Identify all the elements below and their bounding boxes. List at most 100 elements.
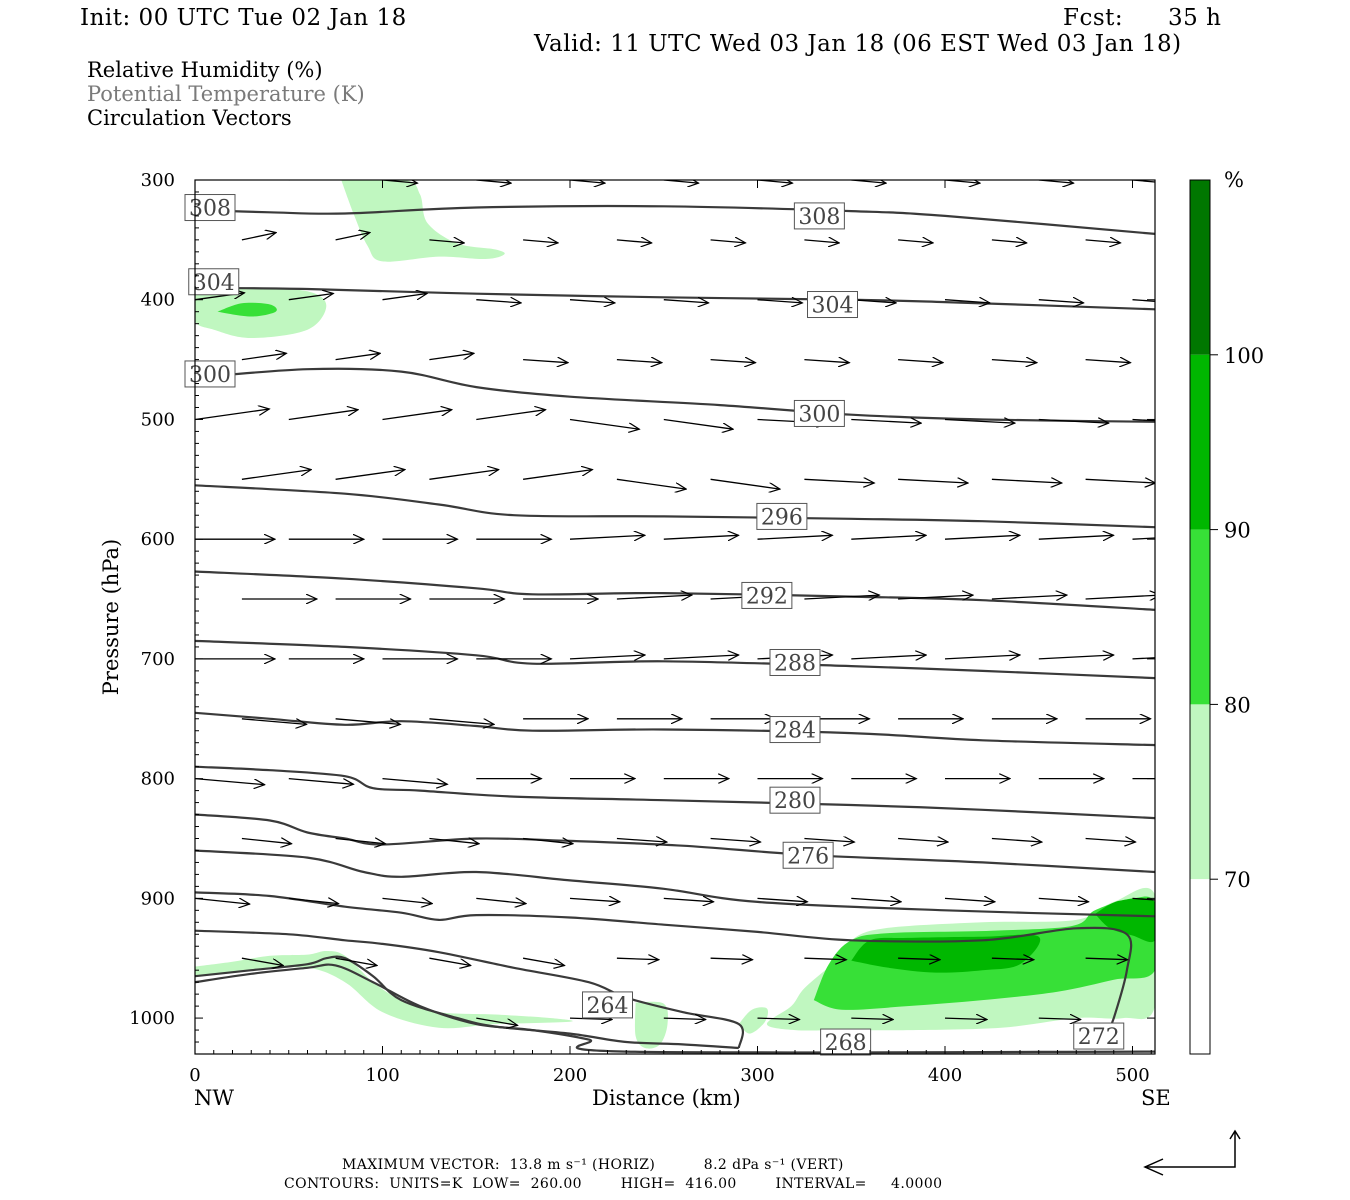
theta-contour-300 xyxy=(195,367,1155,423)
plot-frame xyxy=(194,179,1156,1055)
circulation-vector xyxy=(851,1018,893,1019)
circulation-vector xyxy=(991,958,1034,960)
circulation-vector xyxy=(757,1018,800,1019)
colorbar-swatch xyxy=(1190,529,1210,705)
circulation-vector xyxy=(851,300,896,303)
x-axis-label: Distance (km) xyxy=(592,1086,741,1110)
circulation-vector xyxy=(851,420,921,424)
contours-note: CONTOURS: UNITS=K LOW= 260.00 HIGH= 416.… xyxy=(284,1176,943,1192)
x-tick-label: 400 xyxy=(928,1065,962,1086)
theta-label-left-308-box xyxy=(184,194,236,222)
circulation-vector xyxy=(1085,360,1131,363)
valid-time: Valid: 11 UTC Wed 03 Jan 18 (06 EST Wed … xyxy=(534,31,1182,57)
circulation-vector xyxy=(663,898,714,901)
circulation-vector xyxy=(569,300,615,303)
theta-contour-272 xyxy=(195,849,1155,918)
theta-label-268: 268 xyxy=(825,1031,867,1056)
circulation-vector xyxy=(991,839,1042,843)
theta-label-308-box xyxy=(793,202,845,230)
circulation-vector xyxy=(804,839,854,843)
y-tick-label: 600 xyxy=(141,529,175,550)
circulation-vector xyxy=(1038,1018,1081,1019)
circulation-vector xyxy=(335,839,386,844)
circulation-vector xyxy=(288,410,358,421)
rh-area-90-2 xyxy=(851,934,1041,973)
colorbar-level-label: 90 xyxy=(1224,519,1251,543)
circulation-vector xyxy=(710,839,761,843)
rh-area-70-8 xyxy=(634,1001,668,1049)
circulation-vector xyxy=(944,655,1020,659)
theta-contour-292 xyxy=(195,570,1155,611)
colorbar-level-label: 70 xyxy=(1224,868,1251,892)
circulation-vector xyxy=(804,360,849,363)
y-tick-label: 300 xyxy=(141,170,175,191)
circulation-vector xyxy=(335,957,377,965)
circulation-vector xyxy=(898,240,933,243)
circulation-vector xyxy=(429,718,494,725)
circulation-vector xyxy=(382,777,448,785)
theta-label-288-box xyxy=(769,648,821,676)
circulation-vector xyxy=(523,360,568,363)
circulation-vector xyxy=(1085,595,1155,599)
circulation-vector xyxy=(757,535,833,539)
circulation-vector xyxy=(663,418,733,430)
circulation-vector xyxy=(898,958,940,960)
circulation-vector xyxy=(991,595,1067,599)
circulation-vector xyxy=(195,777,265,785)
theta-contour-288 xyxy=(195,639,1155,680)
theta-label-292-box xyxy=(741,581,793,609)
circulation-vector xyxy=(335,470,405,480)
circulation-vector xyxy=(1038,300,1084,303)
circulation-vector xyxy=(944,898,995,901)
circulation-vector xyxy=(429,470,498,480)
theta-label-300-box xyxy=(793,399,845,427)
y-tick-label: 700 xyxy=(141,649,175,670)
circulation-vector xyxy=(944,535,1020,539)
circulation-vector xyxy=(241,718,307,725)
theta-label-276-box xyxy=(782,841,834,869)
colorbar-level-label: 80 xyxy=(1224,693,1251,717)
forecast-label: Fcst: xyxy=(1063,5,1124,31)
theta-contour-276 xyxy=(195,813,1155,874)
circulation-vector xyxy=(523,470,592,480)
circulation-vector xyxy=(429,353,474,361)
theta-label-296-box xyxy=(756,502,808,530)
circulation-vector xyxy=(804,958,846,960)
x-tick-label: 100 xyxy=(365,1065,399,1086)
theta-label-280-box xyxy=(769,786,821,814)
circulation-vector xyxy=(616,478,686,489)
circulation-vector xyxy=(944,1018,987,1019)
theta-contour-296 xyxy=(195,484,1155,529)
circulation-vector xyxy=(288,294,334,301)
legend-theta: Potential Temperature (K) xyxy=(87,82,365,106)
circulation-vector xyxy=(429,839,479,844)
circulation-vector xyxy=(569,1018,612,1019)
circulation-vector xyxy=(429,957,470,965)
circulation-vector xyxy=(195,180,199,181)
circulation-vector xyxy=(523,240,558,243)
circulation-vector xyxy=(851,655,926,659)
rh-area-90-3 xyxy=(1095,898,1155,943)
y-tick-label: 500 xyxy=(141,409,175,430)
theta-label-284: 284 xyxy=(774,719,816,744)
x-end-label-left: NW xyxy=(194,1086,234,1110)
circulation-vector xyxy=(1085,839,1136,843)
legend-rh: Relative Humidity (%) xyxy=(87,58,323,82)
circulation-vector xyxy=(944,300,990,303)
y-tick-label: 400 xyxy=(141,290,175,311)
circulation-vector xyxy=(382,898,433,903)
circulation-vector xyxy=(1132,537,1155,540)
circulation-vector xyxy=(991,360,1037,363)
circulation-vector xyxy=(241,470,311,480)
circulation-vector xyxy=(851,535,926,539)
y-tick-label: 1000 xyxy=(129,1008,175,1029)
theta-label-304-box xyxy=(807,291,858,319)
circulation-vector xyxy=(710,958,753,960)
circulation-vector xyxy=(710,478,780,489)
colorbar-unit: % xyxy=(1224,168,1244,192)
theta-contour-284 xyxy=(195,711,1155,747)
theta-label-284-box xyxy=(769,716,821,744)
circulation-vector xyxy=(569,418,639,430)
theta-label-296: 296 xyxy=(761,505,803,530)
